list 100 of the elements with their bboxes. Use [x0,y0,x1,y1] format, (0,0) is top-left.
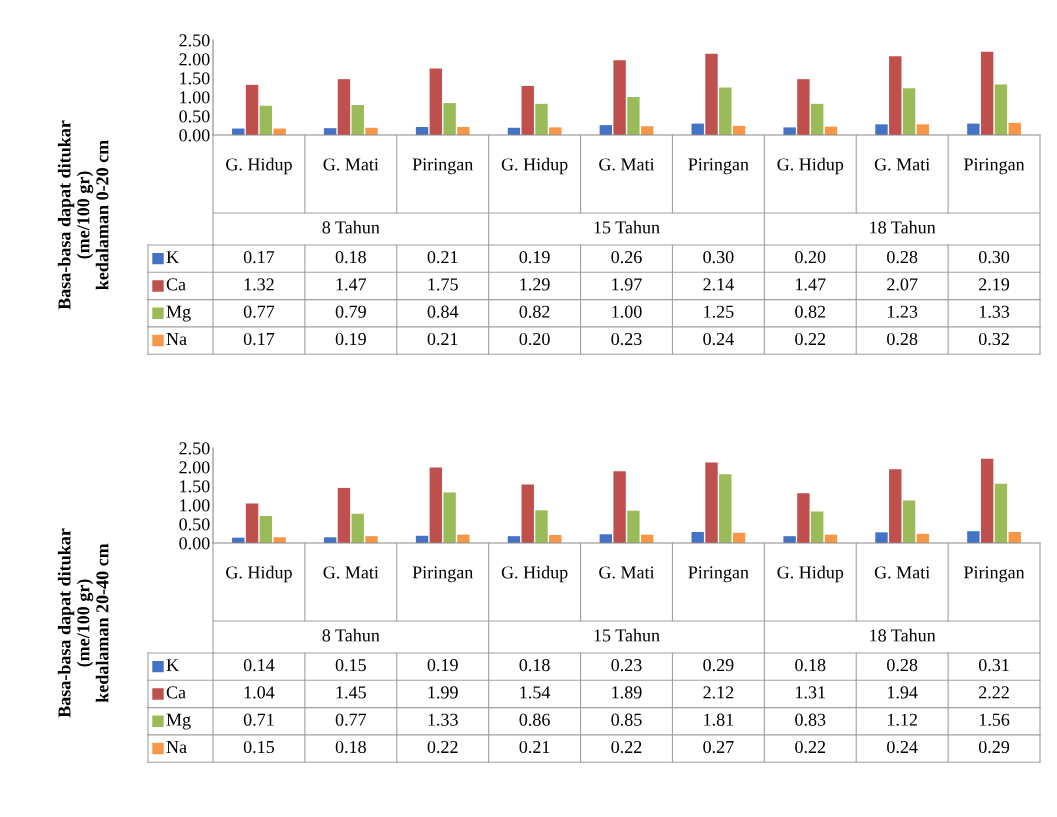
bar [521,85,534,135]
legend-label: Mg [166,305,191,322]
bar [980,51,994,135]
bar [351,104,364,135]
legend-label: K [166,251,179,263]
data-label: 0.85 [611,713,642,726]
bar [337,79,351,135]
bar [980,458,994,543]
bar [810,511,824,543]
bar [902,500,916,543]
data-label: 0.22 [795,740,826,754]
x-tick-label: G. Hidup [777,565,844,583]
x-tick-label: G. Mati [874,566,930,579]
data-label: 0.19 [519,250,550,264]
bar [783,536,796,543]
data-label: 1.00 [612,305,642,318]
data-label: 1.23 [887,305,918,318]
bar [994,84,1008,135]
bar [916,124,930,135]
data-label: 0.29 [978,740,1010,754]
bar [797,79,810,135]
legend-label: Ca [166,278,186,291]
bar [245,84,259,135]
data-label: 1.89 [612,686,642,699]
data-label: 0.17 [243,250,275,264]
data-label: 0.28 [887,658,918,672]
bar [719,87,732,135]
legend-label: Na [166,333,187,346]
bar [889,469,902,543]
bar [259,516,273,543]
data-label: 0.15 [335,658,366,672]
x-tick-label: G. Mati [599,566,655,579]
data-label: 1.99 [428,686,458,699]
data-label: 1.94 [887,686,918,699]
bar [613,471,626,543]
data-label: 1.04 [244,686,275,699]
legend-label: Ca [166,686,186,699]
data-label: 0.15 [243,740,275,754]
data-label: 0.22 [795,332,826,346]
data-label: 0.28 [887,250,918,264]
data-label: 0.21 [427,332,458,346]
y-tick-label: 0.50 [179,110,210,123]
bar [613,60,626,135]
data-label: 0.30 [703,250,734,264]
data-label: 0.18 [519,658,550,672]
data-label: 1.56 [979,713,1010,726]
data-label: 2.14 [703,278,734,291]
x-tick-label: G. Hidup [501,565,568,583]
data-label: 0.18 [335,740,366,754]
data-label: 0.30 [978,250,1010,264]
data-label: 0.21 [427,250,458,264]
bar [535,510,548,543]
bar [889,56,902,135]
text: 15 Tahun [594,220,660,234]
data-label: 0.27 [703,740,734,754]
legend-label: Mg [166,713,191,730]
data-label: 0.82 [795,305,826,318]
data-label: 0.22 [611,740,642,754]
bar [259,105,273,135]
text: 18 Tahun [870,220,936,234]
bar [810,103,824,135]
bar [273,537,286,543]
data-label: 0.29 [703,658,734,672]
bar [365,536,378,543]
text: 15 Tahun [594,628,660,642]
data-label: 0.26 [611,250,642,264]
y-tick-label: 1.00 [180,499,210,512]
x-tick-label: Piringan [963,158,1025,175]
x-tick-label: G. Hidup [226,565,292,583]
x-tick-label: G. Mati [874,158,930,171]
bar [967,123,980,135]
data-label: 2.07 [887,278,918,291]
y-tick-label: 2.00 [179,53,210,66]
y-axis-title: Basa-basa dapat ditukar (me/100 gr) kedalaman 20-40 cm [57,528,109,718]
y-tick-label: 1.50 [180,72,210,85]
data-label: 1.12 [887,713,917,726]
data-label: 1.33 [979,305,1010,318]
y-tick-label: 0.00 [179,129,210,142]
bar [783,127,796,135]
x-tick-label: Piringan [412,158,474,175]
bar [351,513,364,543]
data-label: 0.31 [978,658,1009,672]
data-label: 0.28 [887,332,918,346]
x-tick-label: Piringan [963,566,1025,583]
x-tick-label: G. Hidup [777,157,844,175]
bar [245,503,259,543]
data-label: 0.21 [519,740,550,754]
data-label: 1.33 [428,713,458,726]
x-tick-label: Piringan [688,158,749,175]
data-label: 0.22 [427,740,458,754]
text: 8 Tahun [322,220,380,234]
bar [902,88,916,135]
text: 18 Tahun [870,628,936,642]
text: 8 Tahun [322,628,380,642]
bar [429,467,443,543]
legend-label: K [166,659,179,671]
data-label: 0.20 [795,250,826,264]
data-label: 0.14 [243,658,275,672]
y-tick-label: 0.50 [179,518,210,531]
bar [705,53,718,135]
